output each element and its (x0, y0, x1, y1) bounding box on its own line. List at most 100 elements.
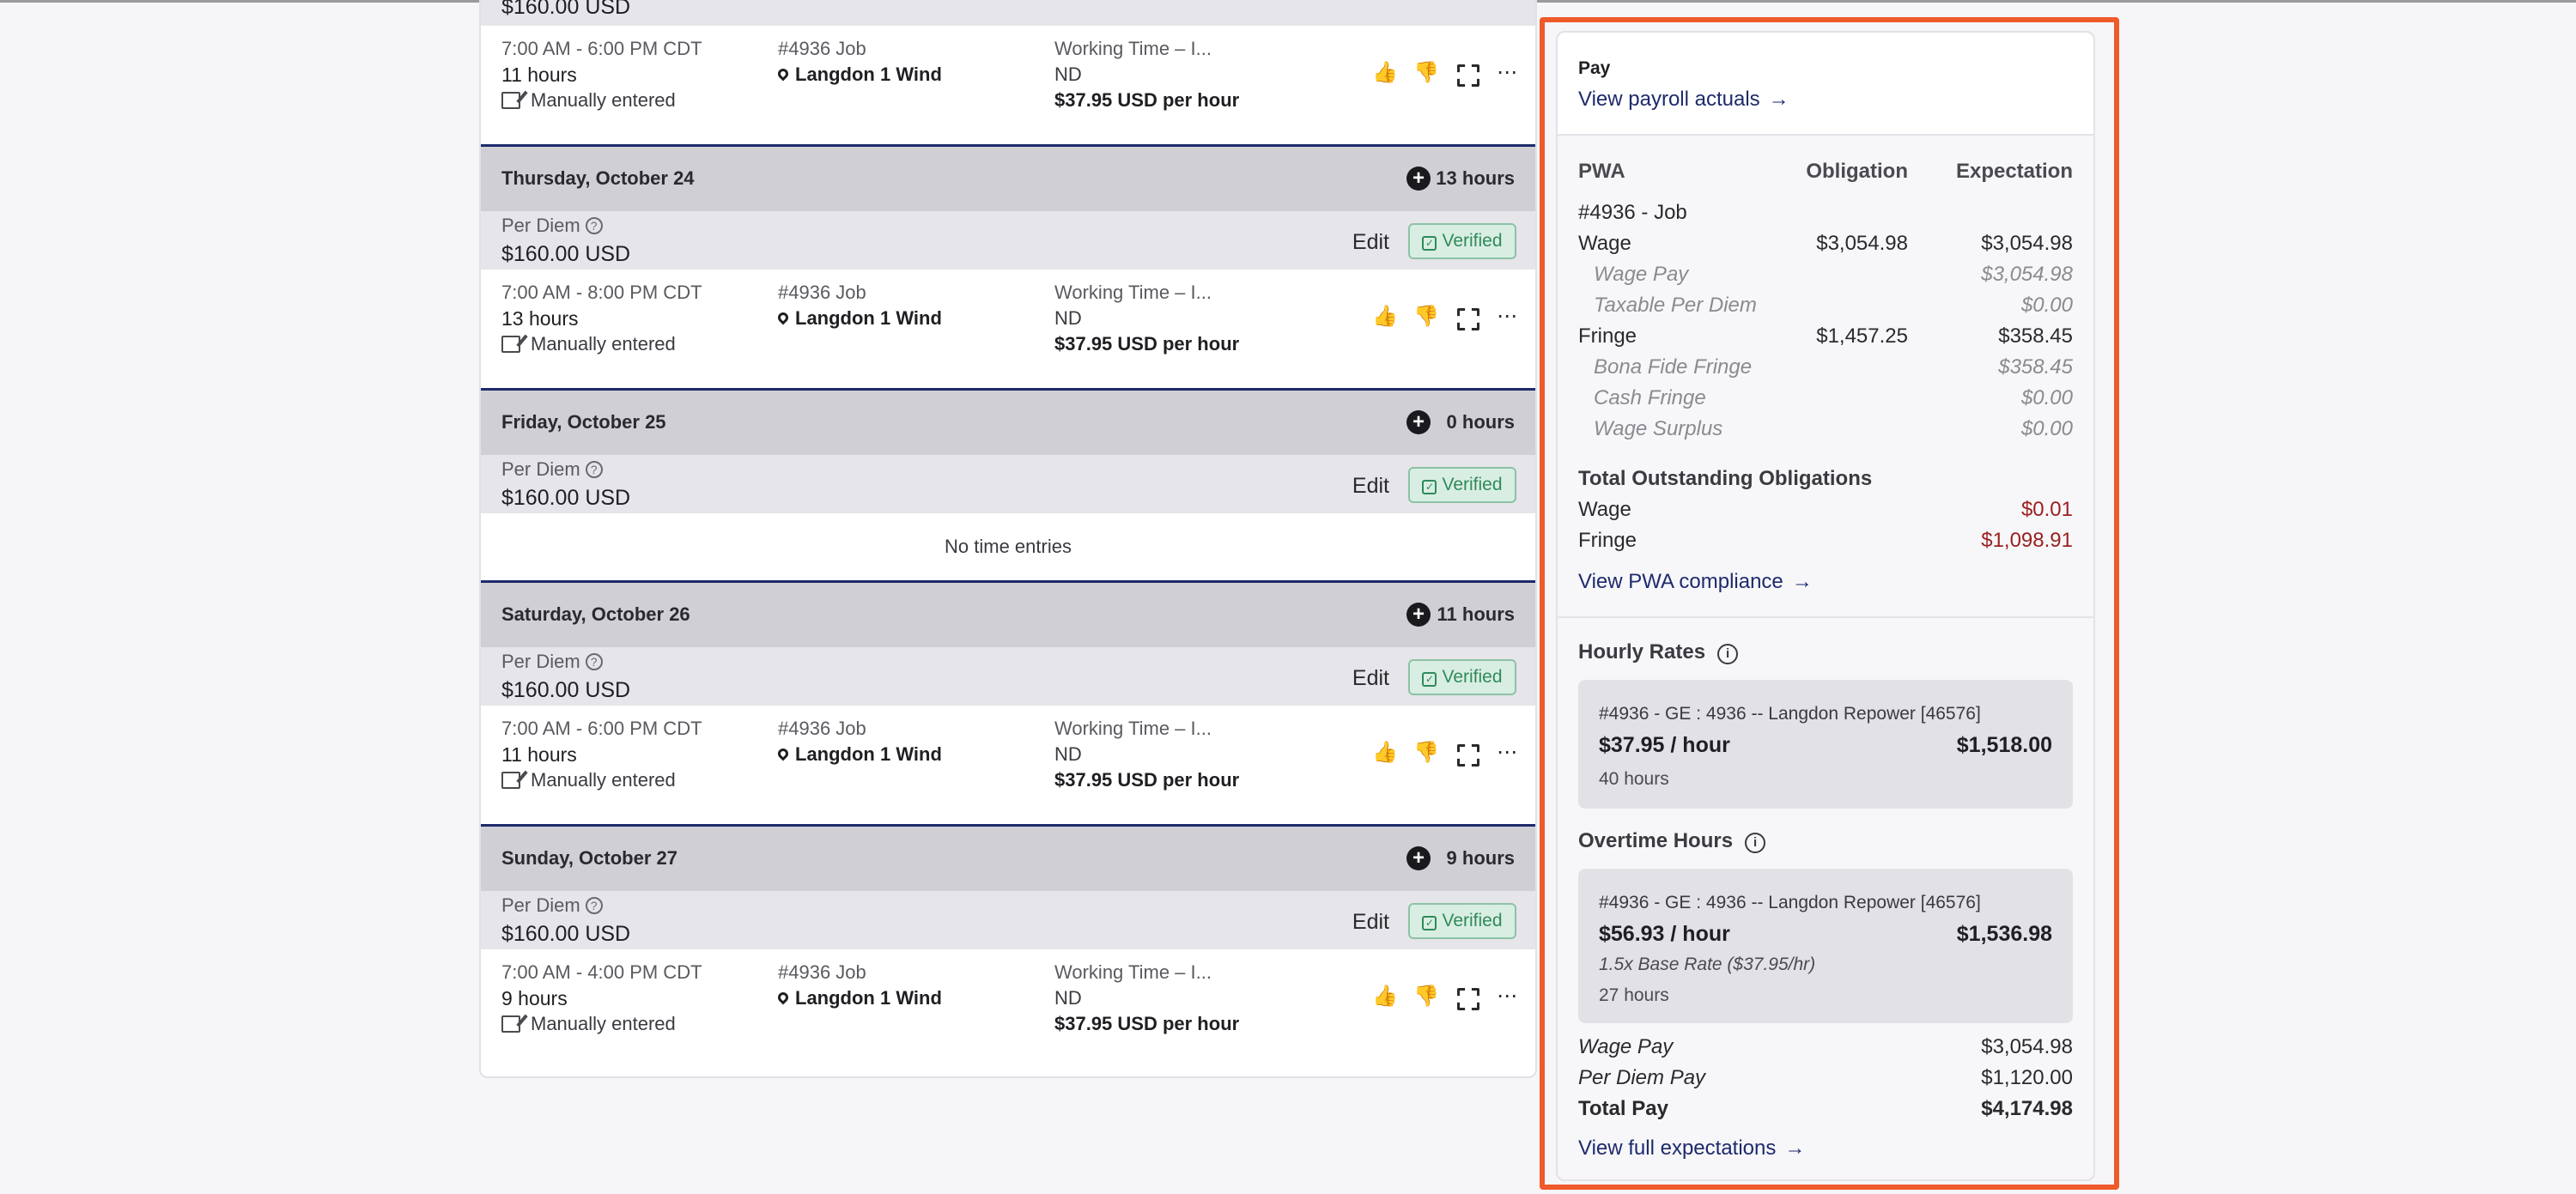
entry-actions: 👍 👎 ⋯ (1372, 62, 1518, 84)
entry-method-label: Manually entered (531, 333, 676, 355)
entry-rate: $37.95 USD per hour (1054, 89, 1240, 111)
expand-icon[interactable] (1455, 62, 1477, 84)
per-diem-row: Per Diem? $160.00 USD Edit ✓ Verified (481, 211, 1535, 270)
wage-pay-expectation: $3,054.98 (1981, 263, 2073, 286)
entry-location: Langdon 1 Wind (775, 64, 942, 86)
help-icon[interactable]: ? (585, 461, 603, 478)
hourly-rate: $37.95 / hour (1599, 733, 1730, 757)
pay-panel: Pay View payroll actuals → PWA Obligation… (1556, 31, 2095, 1181)
check-icon: ✓ (1422, 480, 1437, 494)
add-entry-icon[interactable]: + (1406, 410, 1431, 434)
help-icon[interactable]: ? (585, 653, 603, 670)
more-options-icon[interactable]: ⋯ (1497, 985, 1517, 1008)
time-entry[interactable]: 7:00 AM - 4:00 PM CDT 9 hours Manually e… (481, 949, 1535, 1070)
per-diem-label: Per Diem? (501, 651, 603, 673)
verified-badge[interactable]: ✓ Verified (1408, 467, 1516, 503)
entry-actions: 👍 👎 ⋯ (1372, 306, 1518, 328)
expand-icon[interactable] (1455, 306, 1477, 328)
per-diem-row: $160.00 USD (481, 0, 1535, 26)
entry-rate: $37.95 USD per hour (1054, 769, 1240, 791)
per-diem-amount: $160.00 USD (501, 486, 631, 510)
pay-title: Pay (1578, 58, 1611, 78)
verified-label: Verified (1442, 667, 1503, 687)
manual-edit-icon (501, 336, 520, 353)
wage-label: Wage (1578, 232, 1631, 255)
day-total-hours: 11 hours (1437, 603, 1515, 625)
location-pin-icon (775, 66, 791, 82)
entry-time-range: 7:00 AM - 6:00 PM CDT (501, 718, 702, 739)
help-icon[interactable]: ? (585, 217, 603, 234)
edit-per-diem-button[interactable]: Edit (1352, 230, 1389, 254)
empty-state: No time entries (481, 513, 1535, 580)
time-entry[interactable]: 7:00 AM - 8:00 PM CDT 13 hours Manually … (481, 270, 1535, 390)
more-options-icon[interactable]: ⋯ (1497, 741, 1517, 764)
info-icon[interactable]: i (1717, 644, 1739, 664)
more-options-icon[interactable]: ⋯ (1497, 61, 1517, 84)
per-diem-label: Per Diem? (501, 458, 603, 481)
add-entry-icon[interactable]: + (1406, 846, 1431, 870)
thumbs-up-icon[interactable]: 👍 (1372, 305, 1398, 328)
view-pwa-compliance-link[interactable]: View PWA compliance → (1578, 570, 1813, 594)
summary-wage-pay-label: Wage Pay (1578, 1035, 1674, 1058)
thumbs-up-icon[interactable]: 👍 (1372, 61, 1398, 84)
manual-edit-icon (501, 92, 520, 109)
entry-location: Langdon 1 Wind (775, 307, 942, 330)
per-diem-amount: $160.00 USD (501, 678, 631, 702)
outstanding-title: Total Outstanding Obligations (1578, 467, 1873, 490)
section-divider (1558, 616, 2093, 618)
time-entry[interactable]: 7:00 AM - 6:00 PM CDT 11 hours Manually … (481, 706, 1535, 826)
entry-method: Manually entered (501, 89, 676, 112)
thumbs-down-icon[interactable]: 👎 (1413, 985, 1439, 1008)
thumbs-down-icon[interactable]: 👎 (1413, 61, 1439, 84)
edit-per-diem-button[interactable]: Edit (1352, 666, 1389, 690)
verified-badge[interactable]: ✓ Verified (1408, 903, 1516, 939)
view-full-expectations-label: View full expectations (1578, 1136, 1777, 1160)
thumbs-down-icon[interactable]: 👎 (1413, 741, 1439, 764)
entry-state: ND (1054, 987, 1082, 1009)
verified-label: Verified (1442, 911, 1503, 930)
edit-per-diem-button[interactable]: Edit (1352, 910, 1389, 934)
expand-icon[interactable] (1455, 742, 1477, 764)
thumbs-down-icon[interactable]: 👎 (1413, 305, 1439, 328)
thumbs-up-icon[interactable]: 👍 (1372, 985, 1398, 1008)
expand-icon[interactable] (1455, 985, 1477, 1008)
entry-classification: Working Time – I... (1054, 282, 1212, 303)
entry-actions: 👍 👎 ⋯ (1372, 985, 1518, 1008)
thumbs-up-icon[interactable]: 👍 (1372, 741, 1398, 764)
edit-per-diem-button[interactable]: Edit (1352, 474, 1389, 498)
verified-badge[interactable]: ✓ Verified (1408, 223, 1516, 259)
time-entry[interactable]: 7:00 AM - 6:00 PM CDT 11 hours Manually … (481, 26, 1535, 144)
outstanding-fringe-label: Fringe (1578, 529, 1637, 552)
day-header-friday: Friday, October 25 + 0 hours (481, 388, 1535, 455)
entry-location-label: Langdon 1 Wind (795, 64, 942, 85)
day-name: Saturday, October 26 (501, 603, 690, 625)
day-header-thursday: Thursday, October 24 + 13 hours (481, 144, 1535, 211)
bona-fide-fringe-label: Bona Fide Fringe (1594, 355, 1753, 379)
pwa-job: #4936 - Job (1578, 201, 1687, 224)
verified-badge[interactable]: ✓ Verified (1408, 659, 1516, 695)
entry-classification: Working Time – I... (1054, 718, 1212, 739)
highlight-frame (1540, 17, 2119, 1190)
overtime-card: #4936 - GE : 4936 -- Langdon Repower [46… (1578, 869, 2073, 1023)
col-obligation: Obligation (1806, 160, 1908, 183)
add-entry-icon[interactable]: + (1406, 167, 1431, 191)
summary-total-label: Total Pay (1578, 1097, 1668, 1120)
add-entry-icon[interactable]: + (1406, 603, 1431, 627)
cash-fringe-label: Cash Fringe (1594, 386, 1706, 409)
info-icon[interactable]: i (1745, 833, 1766, 853)
view-payroll-actuals-link[interactable]: View payroll actuals → (1578, 88, 1789, 112)
fringe-expectation: $358.45 (1998, 324, 2073, 348)
check-icon: ✓ (1422, 672, 1437, 687)
help-icon[interactable]: ? (585, 897, 603, 914)
entry-job: #4936 Job (778, 38, 866, 59)
entry-state: ND (1054, 64, 1082, 85)
entry-method-label: Manually entered (531, 769, 676, 791)
view-full-expectations-link[interactable]: View full expectations → (1578, 1136, 1805, 1161)
col-pwa: PWA (1578, 160, 1625, 183)
more-options-icon[interactable]: ⋯ (1497, 305, 1517, 328)
summary-per-diem: $1,120.00 (1981, 1066, 2073, 1089)
taxable-per-diem-label: Taxable Per Diem (1594, 294, 1757, 317)
per-diem-label-text: Per Diem (501, 215, 580, 236)
overtime-hours-title: Overtime Hours i (1578, 829, 1766, 853)
entry-hours: 13 hours (501, 307, 579, 330)
